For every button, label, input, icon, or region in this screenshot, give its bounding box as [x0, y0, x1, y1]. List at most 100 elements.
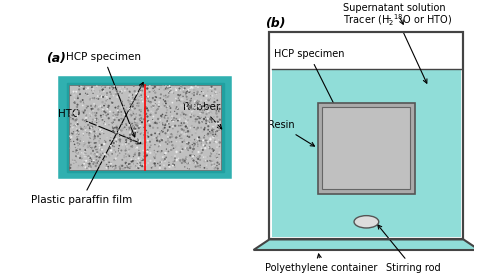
Point — [396, 117, 404, 121]
Point — [205, 116, 213, 120]
Point — [124, 140, 132, 144]
Point — [330, 112, 338, 117]
Point — [401, 125, 409, 129]
Point — [366, 150, 374, 155]
Point — [188, 124, 196, 128]
Point — [379, 115, 387, 119]
Point — [106, 146, 114, 150]
Point — [376, 110, 384, 114]
Point — [196, 104, 204, 108]
Point — [82, 127, 90, 132]
Point — [117, 164, 125, 168]
Point — [342, 110, 350, 114]
Point — [74, 151, 82, 156]
Point — [153, 102, 161, 107]
Point — [392, 151, 400, 155]
Point — [138, 158, 145, 162]
Point — [342, 126, 350, 131]
Point — [198, 120, 206, 124]
Point — [130, 162, 138, 166]
Point — [143, 150, 151, 155]
Point — [160, 103, 168, 108]
Point — [70, 158, 78, 163]
Point — [390, 154, 398, 158]
Point — [322, 153, 330, 157]
Point — [321, 168, 329, 173]
Point — [386, 114, 394, 119]
Point — [138, 117, 146, 121]
Point — [85, 155, 93, 159]
Point — [376, 140, 384, 145]
Point — [397, 162, 405, 166]
Point — [144, 108, 152, 113]
Point — [214, 153, 222, 157]
Point — [174, 88, 182, 92]
Point — [320, 168, 328, 172]
Point — [400, 170, 408, 174]
Point — [325, 172, 333, 176]
Point — [322, 144, 330, 148]
Point — [135, 126, 143, 130]
Point — [146, 84, 154, 88]
Point — [203, 159, 211, 163]
Point — [206, 120, 214, 125]
Point — [146, 151, 154, 155]
Point — [196, 144, 203, 148]
Point — [180, 112, 188, 116]
Point — [362, 146, 370, 150]
Point — [140, 111, 147, 115]
Point — [366, 182, 374, 186]
Point — [352, 161, 360, 166]
Point — [376, 169, 384, 174]
Point — [352, 109, 360, 113]
Point — [109, 125, 117, 130]
Point — [336, 170, 344, 174]
Point — [350, 116, 358, 120]
Point — [74, 128, 82, 133]
Point — [158, 149, 166, 153]
Point — [336, 164, 344, 169]
Point — [68, 113, 76, 117]
Point — [356, 134, 364, 139]
Point — [191, 113, 199, 117]
Point — [67, 122, 75, 126]
Point — [118, 127, 126, 131]
Point — [158, 123, 166, 128]
Point — [356, 173, 364, 178]
Point — [138, 84, 146, 89]
Point — [92, 147, 100, 152]
Point — [114, 149, 122, 153]
Point — [377, 146, 385, 150]
Point — [169, 119, 177, 123]
Point — [108, 84, 116, 89]
Point — [380, 113, 388, 117]
Point — [178, 161, 186, 165]
Point — [357, 129, 365, 134]
Point — [86, 97, 94, 101]
Point — [130, 84, 138, 88]
Point — [154, 130, 162, 135]
Point — [183, 156, 191, 161]
Point — [130, 89, 138, 94]
Point — [196, 87, 204, 91]
Point — [400, 148, 407, 152]
Point — [164, 116, 172, 120]
Point — [114, 88, 122, 92]
Point — [374, 183, 382, 187]
Point — [159, 122, 167, 127]
Point — [103, 91, 111, 95]
Point — [132, 98, 140, 102]
Point — [334, 108, 342, 113]
Point — [393, 131, 401, 135]
Point — [72, 89, 80, 94]
Point — [70, 123, 78, 128]
Point — [341, 126, 349, 130]
Point — [386, 185, 394, 189]
Point — [72, 131, 80, 135]
Point — [376, 116, 384, 121]
Point — [179, 94, 187, 98]
Point — [88, 159, 96, 164]
Point — [179, 118, 187, 122]
Point — [182, 119, 190, 123]
Point — [380, 186, 388, 191]
